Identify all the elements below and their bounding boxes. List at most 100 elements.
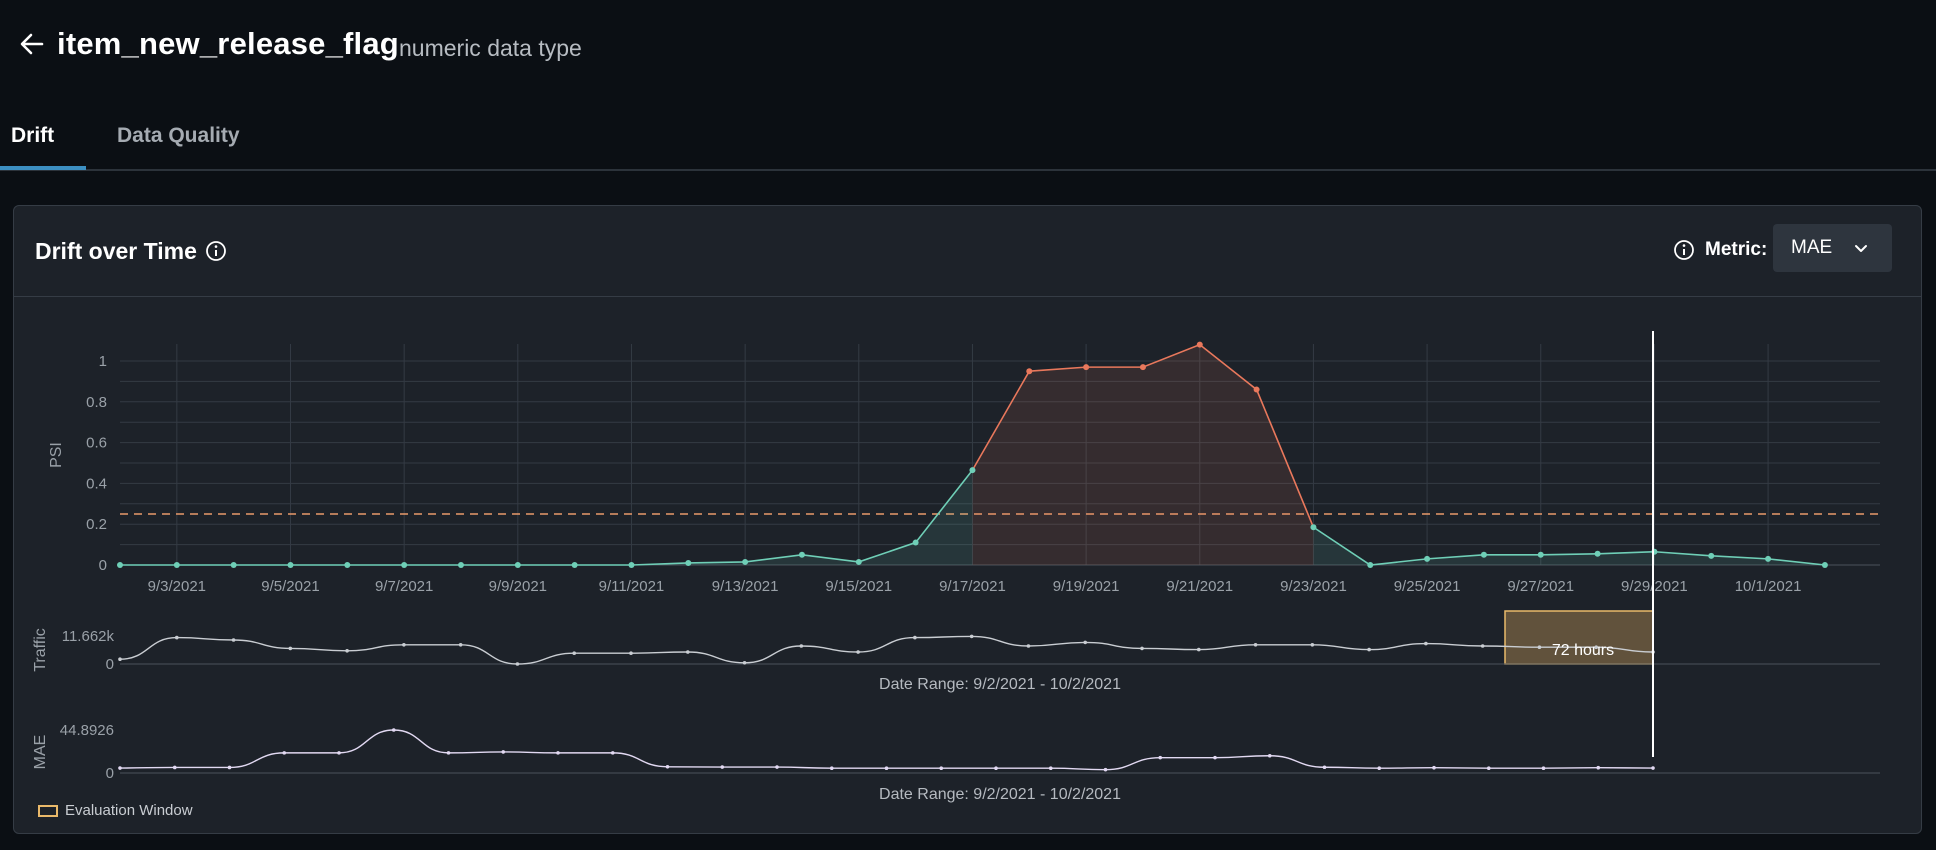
- drift-over-time-card: Drift over Time Metric: MAE: [13, 205, 1922, 834]
- psi-point: [344, 562, 351, 568]
- chevron-down-icon: [1855, 245, 1867, 252]
- traffic-point: [742, 660, 747, 665]
- traffic-point: [1140, 646, 1144, 651]
- psi-point: [173, 562, 180, 568]
- psi-point: [571, 562, 578, 568]
- mae-point: [1541, 766, 1546, 771]
- psi-point: [287, 562, 294, 568]
- traffic-point: [1253, 642, 1258, 647]
- mae-point: [556, 751, 560, 755]
- psi-x-tick-label: 9/13/2021: [712, 578, 779, 595]
- arrow-left-icon[interactable]: [18, 30, 46, 58]
- psi-y-tick-label: 0.4: [86, 475, 107, 492]
- psi-point: [912, 539, 919, 546]
- psi-x-tick-label: 9/17/2021: [939, 578, 1006, 595]
- psi-x-tick-label: 9/29/2021: [1621, 578, 1688, 595]
- mae-point: [337, 751, 341, 755]
- psi-point: [457, 562, 464, 568]
- psi-y-tick-label: 0: [99, 557, 107, 574]
- psi-point: [514, 562, 521, 568]
- psi-point: [628, 562, 635, 568]
- psi-area-drift: [972, 344, 1314, 565]
- traffic-point: [345, 648, 349, 653]
- traffic-point: [913, 635, 917, 640]
- psi-area-normal: [120, 470, 973, 565]
- tab-bar: Drift Data Quality: [0, 112, 1936, 171]
- evaluation-window-label: 72 hours: [1552, 642, 1614, 659]
- mae-point: [172, 765, 177, 770]
- mae-point: [775, 765, 779, 769]
- tab-drift[interactable]: Drift: [11, 124, 55, 147]
- mae-point: [227, 765, 232, 770]
- mae-axis-title: MAE: [32, 735, 49, 770]
- mae-point: [118, 766, 122, 770]
- metric-select[interactable]: MAE: [1773, 224, 1892, 272]
- traffic-point: [1537, 645, 1542, 649]
- mae-point: [720, 765, 725, 769]
- psi-area-normal: [1313, 527, 1825, 565]
- psi-point: [1083, 364, 1090, 371]
- traffic-point: [174, 635, 179, 640]
- traffic-point: [1367, 647, 1371, 652]
- psi-x-tick-label: 9/27/2021: [1507, 578, 1574, 595]
- psi-point: [1480, 551, 1487, 558]
- mae-point: [610, 751, 615, 755]
- page-title: item_new_release_flag: [57, 26, 399, 61]
- active-tab-indicator: [0, 166, 86, 170]
- psi-x-tick-label: 9/15/2021: [825, 578, 892, 595]
- tab-data-quality[interactable]: Data Quality: [117, 124, 240, 147]
- traffic-point: [1026, 644, 1031, 648]
- traffic-point: [969, 634, 974, 639]
- mae-point: [446, 751, 451, 755]
- traffic-line: [119, 635, 1654, 665]
- psi-x-tick-label: 9/5/2021: [261, 578, 319, 595]
- mae-point: [1103, 767, 1108, 772]
- psi-point: [117, 562, 123, 568]
- psi-x-tick-label: 9/3/2021: [148, 578, 206, 595]
- mae-line: [119, 729, 1654, 771]
- psi-y-tick-label: 0.2: [86, 516, 107, 533]
- psi-point: [742, 558, 749, 565]
- card-header: Drift over Time Metric: MAE: [14, 206, 1921, 297]
- traffic-point: [288, 646, 293, 651]
- psi-line-normal: [1312, 526, 1825, 566]
- traffic-y-tick-label: 0: [106, 656, 114, 673]
- psi-point: [798, 551, 805, 558]
- psi-point: [1196, 341, 1203, 348]
- metric-label: Metric:: [1705, 239, 1768, 260]
- traffic-point: [231, 638, 236, 642]
- psi-x-tick-label: 9/25/2021: [1394, 578, 1461, 595]
- psi-point: [1594, 550, 1601, 557]
- traffic-point: [515, 662, 520, 666]
- psi-point: [230, 562, 237, 568]
- traffic-point: [685, 650, 690, 654]
- psi-x-tick-label: 9/19/2021: [1053, 578, 1120, 595]
- metric-info-icon[interactable]: [1673, 239, 1695, 261]
- psi-y-tick-label: 0.6: [86, 435, 107, 452]
- traffic-date-range: Date Range: 9/2/2021 - 10/2/2021: [879, 676, 1121, 693]
- mae-point: [1432, 765, 1436, 770]
- psi-point: [1424, 555, 1431, 562]
- traffic-point: [1594, 645, 1599, 649]
- traffic-y-tick-label: 11.662k: [62, 628, 115, 645]
- mae-point: [391, 728, 396, 732]
- traffic-point: [458, 642, 463, 647]
- mae-y-tick-label: 44.8926: [60, 722, 114, 739]
- psi-point: [1026, 368, 1033, 375]
- mae-point: [884, 766, 889, 771]
- psi-point: [1310, 524, 1317, 531]
- traffic-point: [1083, 640, 1088, 645]
- mae-point: [501, 750, 506, 754]
- mae-point: [1377, 766, 1382, 771]
- card-title: Drift over Time: [35, 238, 197, 264]
- psi-point: [401, 562, 408, 568]
- psi-point: [1367, 562, 1374, 568]
- info-icon[interactable]: [205, 240, 227, 262]
- mae-y-tick-label: 0: [106, 765, 114, 782]
- psi-point: [1708, 552, 1715, 559]
- traffic-point: [1424, 641, 1428, 646]
- psi-point: [1537, 551, 1544, 558]
- mae-point: [994, 766, 998, 771]
- traffic-axis-title: Traffic: [32, 628, 49, 672]
